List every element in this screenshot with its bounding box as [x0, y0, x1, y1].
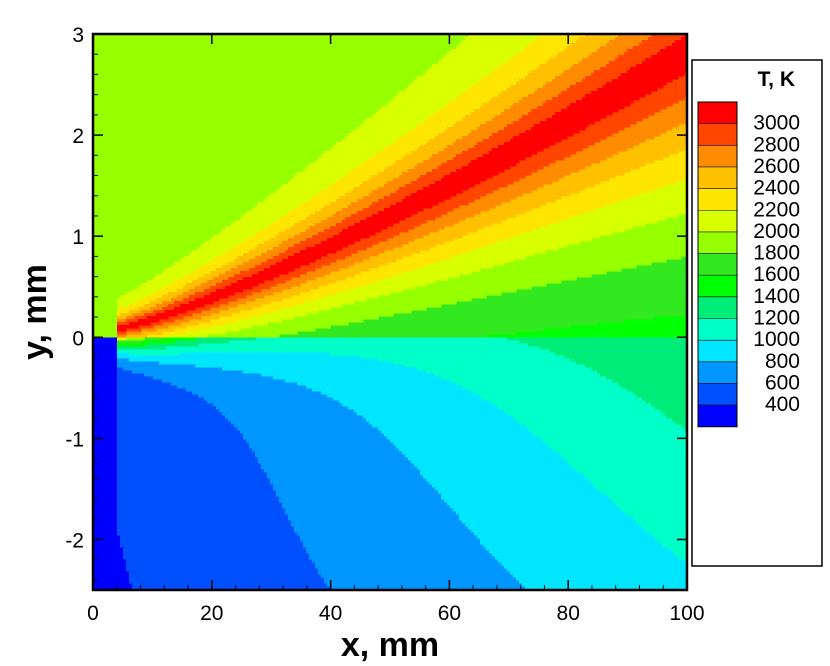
- contour-band-9: [117, 34, 687, 341]
- contour-band-7: [117, 256, 687, 344]
- contour-band-8: [93, 34, 687, 341]
- legend-level-label: 600: [765, 371, 800, 394]
- legend-swatch: [698, 253, 737, 276]
- legend-level-label: 2000: [753, 220, 800, 243]
- legend-swatch: [698, 231, 737, 254]
- colorbar-legend: T, K 30002800260024002200200018001600140…: [691, 59, 823, 567]
- x-tick-label: 0: [87, 602, 99, 625]
- legend-level-label: 2400: [753, 177, 800, 200]
- y-tick-label: 2: [72, 125, 84, 148]
- legend-swatch-frame: [697, 101, 738, 428]
- x-tick-label: 100: [669, 602, 704, 625]
- x-tick-label: 60: [438, 602, 461, 625]
- legend-level-label: 800: [765, 350, 800, 373]
- contour-band-3: [117, 352, 687, 590]
- legend-swatch: [698, 318, 737, 341]
- y-tick-label: -2: [65, 529, 84, 552]
- x-axis-title: x, mm: [341, 626, 439, 664]
- contour-band-5: [117, 337, 687, 431]
- y-tick-label: 0: [72, 327, 84, 350]
- legend-swatch: [698, 361, 737, 384]
- y-tick-label: -1: [65, 428, 84, 451]
- contour-band-2: [117, 358, 529, 590]
- y-axis-title: y, mm: [16, 264, 54, 360]
- y-tick-label: 3: [72, 24, 84, 47]
- legend-swatch: [698, 145, 737, 167]
- contour-band-1: [117, 367, 331, 590]
- x-tick-label: 80: [557, 602, 580, 625]
- legend-level-label: 2800: [753, 133, 800, 156]
- legend-swatch: [698, 123, 737, 146]
- legend-level-label: 1600: [753, 263, 800, 286]
- legend-swatch: [698, 102, 737, 124]
- x-tick-label: 20: [200, 602, 223, 625]
- legend-level-label: 1400: [753, 285, 800, 308]
- legend-level-label: 1200: [753, 307, 800, 330]
- legend-level-label: 1000: [753, 328, 800, 351]
- contour-band-12: [117, 34, 687, 338]
- legend-level-label: 400: [765, 393, 800, 416]
- legend-title: T, K: [758, 68, 795, 91]
- legend-level-label: 2600: [753, 155, 800, 178]
- contour-band-0: [93, 337, 133, 590]
- y-tick-label: 1: [72, 226, 84, 249]
- legend-swatch: [698, 405, 737, 427]
- legend-level-label: 1800: [753, 242, 800, 265]
- legend-swatch: [698, 166, 737, 189]
- legend-swatch: [698, 383, 737, 406]
- contour-band-11: [117, 34, 687, 338]
- contour-band-13: [117, 34, 687, 335]
- legend-swatch: [698, 296, 737, 319]
- plot-area: [93, 34, 687, 590]
- legend-level-label: 2200: [753, 198, 800, 221]
- x-tick-label: 40: [319, 602, 342, 625]
- axis-ticks: [92, 33, 688, 590]
- plot-frame: [91, 32, 689, 592]
- contour-band-6: [117, 313, 687, 347]
- legend-swatch: [698, 340, 737, 362]
- legend-swatch: [698, 275, 737, 297]
- contour-band-4: [117, 337, 687, 563]
- legend-swatch: [698, 188, 737, 211]
- legend-swatch: [698, 210, 737, 232]
- legend-level-label: 3000: [753, 112, 800, 135]
